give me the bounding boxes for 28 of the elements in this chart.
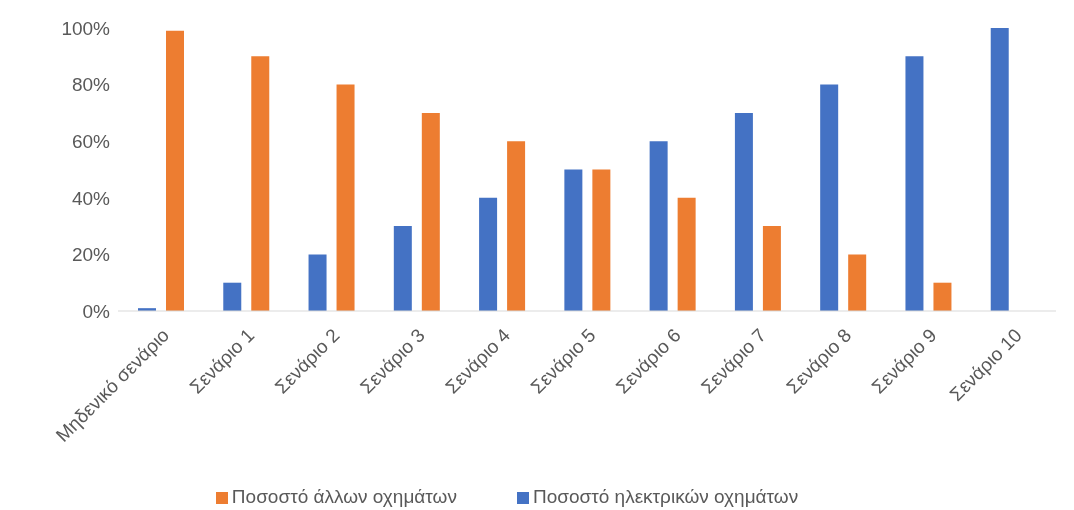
bar xyxy=(592,169,611,311)
bar xyxy=(479,197,498,311)
y-tick-label: 20% xyxy=(71,244,111,266)
bar xyxy=(990,28,1009,311)
bar xyxy=(848,254,867,311)
bar xyxy=(421,112,440,311)
bar xyxy=(564,169,583,311)
bar xyxy=(677,197,696,311)
bar xyxy=(393,226,412,311)
y-tick-label: 40% xyxy=(71,187,111,209)
bar xyxy=(933,282,952,311)
bar xyxy=(166,30,184,311)
y-tick-label: 0% xyxy=(82,300,111,322)
y-tick-label: 80% xyxy=(71,74,111,96)
bar xyxy=(820,84,839,311)
bar xyxy=(223,282,242,311)
legend-label: Ποσοστό ηλεκτρικών οχημάτων xyxy=(532,486,799,507)
y-tick-label: 100% xyxy=(61,17,111,39)
legend-label: Ποσοστό άλλων οχημάτων xyxy=(231,486,457,507)
bar xyxy=(762,226,781,311)
bar xyxy=(251,56,270,311)
y-tick-label: 60% xyxy=(71,130,111,152)
bar xyxy=(734,112,753,311)
bar xyxy=(905,56,924,311)
bar xyxy=(308,254,327,311)
bar xyxy=(649,141,668,311)
bar xyxy=(336,84,355,311)
bar xyxy=(507,141,526,311)
